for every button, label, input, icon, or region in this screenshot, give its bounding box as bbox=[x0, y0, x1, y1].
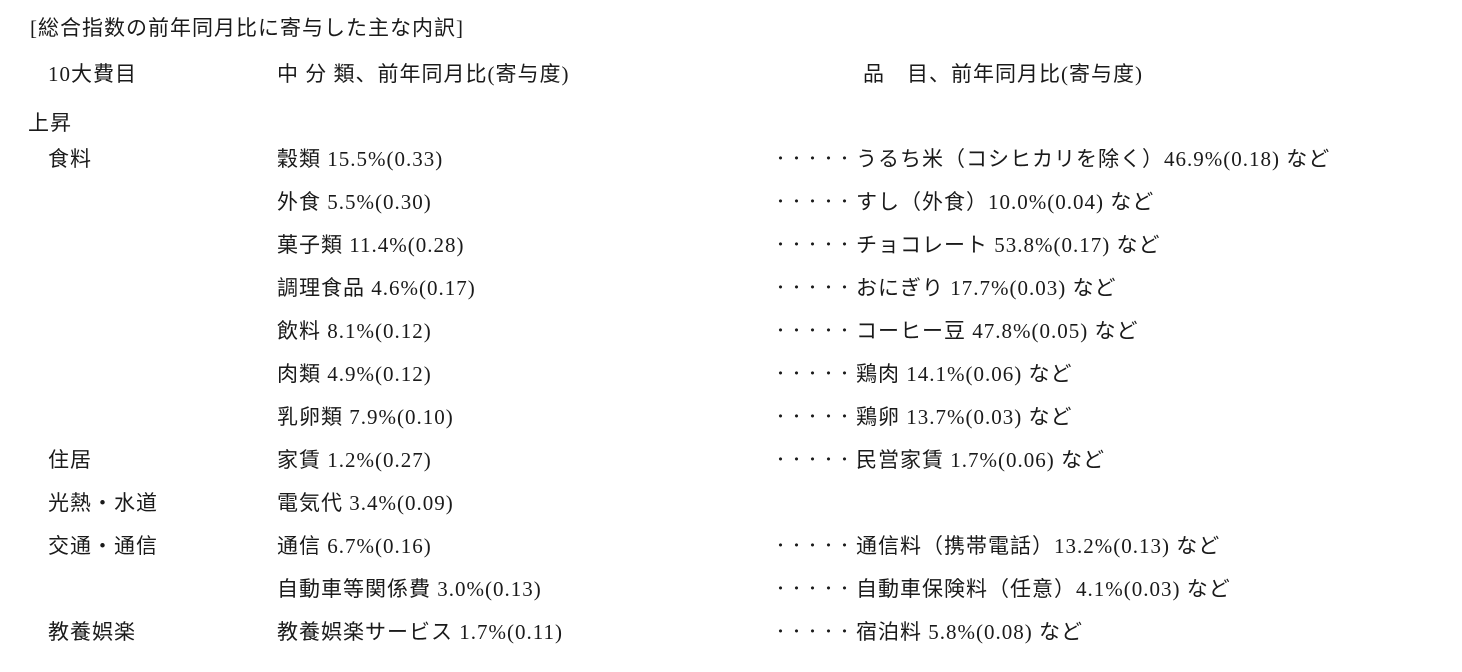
table-row: 食料 穀類 15.5%(0.33) ・・・・・ うるち米（コシヒカリを除く）46… bbox=[0, 136, 1462, 179]
leader-dots: ・・・・・ bbox=[773, 452, 854, 468]
header-subclass-yoy: 中 分 類、前年同月比(寄与度) bbox=[277, 62, 570, 86]
item-cell: すし（外食）10.0%(0.04) など bbox=[856, 189, 1155, 214]
subcategory-cell: 穀類 15.5%(0.33) bbox=[277, 146, 444, 171]
subcategory-cell: 教養娯楽サービス 1.7%(0.11) bbox=[277, 619, 563, 644]
item-cell: 自動車保険料（任意）4.1%(0.03) など bbox=[856, 576, 1231, 601]
leader-dots: ・・・・・ bbox=[773, 409, 854, 425]
category-cell: 食料 bbox=[48, 146, 92, 171]
table-row: 光熱・水道 電気代 3.4%(0.09) bbox=[0, 480, 1462, 523]
leader-dots: ・・・・・ bbox=[773, 581, 854, 597]
item-cell: おにぎり 17.7%(0.03) など bbox=[856, 275, 1117, 300]
table-row: 乳卵類 7.9%(0.10) ・・・・・ 鶏卵 13.7%(0.03) など bbox=[0, 394, 1462, 437]
leader-dots: ・・・・・ bbox=[773, 366, 854, 382]
document-title: [総合指数の前年同月比に寄与した主な内訳] bbox=[30, 16, 464, 40]
section-label-rise: 上昇 bbox=[28, 111, 72, 135]
table-row: 外食 5.5%(0.30) ・・・・・ すし（外食）10.0%(0.04) など bbox=[0, 179, 1462, 222]
subcategory-cell: 菓子類 11.4%(0.28) bbox=[277, 232, 465, 257]
table-body: 食料 穀類 15.5%(0.33) ・・・・・ うるち米（コシヒカリを除く）46… bbox=[0, 136, 1462, 652]
leader-dots: ・・・・・ bbox=[773, 624, 854, 640]
item-cell: 鶏肉 14.1%(0.06) など bbox=[856, 361, 1073, 386]
item-cell: 民営家賃 1.7%(0.06) など bbox=[856, 447, 1105, 472]
subcategory-cell: 通信 6.7%(0.16) bbox=[277, 533, 432, 558]
table-row: 住居 家賃 1.2%(0.27) ・・・・・ 民営家賃 1.7%(0.06) な… bbox=[0, 437, 1462, 480]
leader-dots: ・・・・・ bbox=[773, 538, 854, 554]
leader-dots: ・・・・・ bbox=[773, 194, 854, 210]
subcategory-cell: 乳卵類 7.9%(0.10) bbox=[277, 404, 454, 429]
table-row: 自動車等関係費 3.0%(0.13) ・・・・・ 自動車保険料（任意）4.1%(… bbox=[0, 566, 1462, 609]
leader-dots: ・・・・・ bbox=[773, 237, 854, 253]
item-cell: 鶏卵 13.7%(0.03) など bbox=[856, 404, 1073, 429]
category-cell: 教養娯楽 bbox=[48, 619, 136, 644]
table-row: 菓子類 11.4%(0.28) ・・・・・ チョコレート 53.8%(0.17)… bbox=[0, 222, 1462, 265]
item-cell: チョコレート 53.8%(0.17) など bbox=[856, 232, 1161, 257]
table-row: 調理食品 4.6%(0.17) ・・・・・ おにぎり 17.7%(0.03) な… bbox=[0, 265, 1462, 308]
subcategory-cell: 自動車等関係費 3.0%(0.13) bbox=[277, 576, 542, 601]
header-10-major-groups: 10大費目 bbox=[48, 62, 137, 86]
subcategory-cell: 肉類 4.9%(0.12) bbox=[277, 361, 432, 386]
header-item-yoy: 品 目、前年同月比(寄与度) bbox=[863, 62, 1143, 86]
subcategory-cell: 調理食品 4.6%(0.17) bbox=[277, 275, 476, 300]
subcategory-cell: 家賃 1.2%(0.27) bbox=[277, 447, 432, 472]
table-row: 交通・通信 通信 6.7%(0.16) ・・・・・ 通信料（携帯電話）13.2%… bbox=[0, 523, 1462, 566]
item-cell: うるち米（コシヒカリを除く）46.9%(0.18) など bbox=[856, 146, 1331, 171]
table-row: 肉類 4.9%(0.12) ・・・・・ 鶏肉 14.1%(0.06) など bbox=[0, 351, 1462, 394]
leader-dots: ・・・・・ bbox=[773, 151, 854, 167]
item-cell: コーヒー豆 47.8%(0.05) など bbox=[856, 318, 1139, 343]
table-row: 教養娯楽 教養娯楽サービス 1.7%(0.11) ・・・・・ 宿泊料 5.8%(… bbox=[0, 609, 1462, 652]
subcategory-cell: 電気代 3.4%(0.09) bbox=[277, 490, 454, 515]
item-cell: 宿泊料 5.8%(0.08) など bbox=[856, 619, 1083, 644]
subcategory-cell: 外食 5.5%(0.30) bbox=[277, 189, 432, 214]
category-cell: 光熱・水道 bbox=[48, 490, 158, 515]
leader-dots: ・・・・・ bbox=[773, 280, 854, 296]
category-cell: 住居 bbox=[48, 447, 92, 472]
item-cell: 通信料（携帯電話）13.2%(0.13) など bbox=[856, 533, 1221, 558]
leader-dots: ・・・・・ bbox=[773, 323, 854, 339]
category-cell: 交通・通信 bbox=[48, 533, 158, 558]
subcategory-cell: 飲料 8.1%(0.12) bbox=[277, 318, 432, 343]
table-row: 飲料 8.1%(0.12) ・・・・・ コーヒー豆 47.8%(0.05) など bbox=[0, 308, 1462, 351]
